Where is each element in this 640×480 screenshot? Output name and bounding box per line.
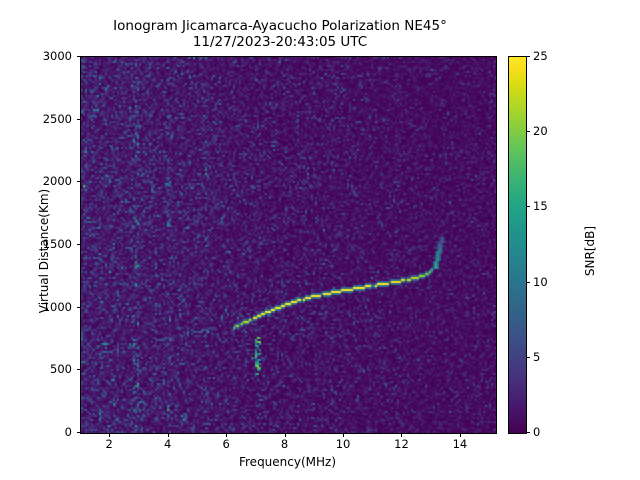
colorbar-tick-mark: [526, 281, 530, 283]
x-tick-mark: [284, 433, 286, 437]
colorbar-label: SNR[dB]: [583, 225, 597, 277]
x-tick-label: 4: [164, 437, 172, 451]
colorbar-tick-mark: [526, 432, 530, 433]
colorbar: [508, 56, 527, 434]
y-tick-mark: [77, 244, 81, 245]
y-tick-mark: [77, 56, 81, 57]
colorbar-tick-label: 20: [533, 124, 548, 139]
x-tick-mark: [109, 433, 111, 437]
plot-area: [80, 56, 497, 434]
y-tick-label: 1500: [42, 237, 72, 251]
page-title: Ionogram Jicamarca-Ayacucho Polarization…: [113, 18, 447, 50]
colorbar-tick-label: 10: [533, 274, 548, 289]
x-tick-mark: [459, 433, 461, 437]
colorbar-tick-mark: [526, 56, 530, 57]
colorbar-tick-label: 0: [533, 425, 541, 439]
y-tick-label: 1000: [42, 299, 72, 314]
y-tick-mark: [77, 306, 81, 308]
y-tick-mark: [77, 369, 81, 371]
y-tick-mark: [77, 181, 81, 183]
x-tick-mark: [401, 433, 403, 437]
colorbar-tick-mark: [526, 356, 530, 358]
x-tick-label: 8: [280, 437, 289, 451]
y-tick-label: 3000: [42, 49, 72, 63]
x-axis-label: Frequency(MHz): [238, 455, 337, 469]
x-tick-mark: [226, 433, 228, 437]
colorbar-tick-mark: [526, 131, 530, 133]
x-tick-label: 12: [394, 437, 409, 451]
colorbar-tick-label: 25: [533, 49, 548, 63]
colorbar-tick-label: 5: [533, 349, 541, 364]
colorbar-tick-mark: [526, 206, 530, 208]
x-tick-label: 14: [452, 437, 468, 451]
y-tick-mark: [77, 432, 81, 433]
colorbar-gradient-canvas: [509, 57, 526, 433]
x-tick-label: 6: [222, 437, 230, 451]
y-tick-label: 0: [64, 425, 72, 439]
x-tick-label: 2: [105, 437, 113, 451]
y-tick-label: 500: [50, 362, 72, 377]
colorbar-tick-label: 15: [533, 199, 548, 214]
y-tick-label: 2500: [42, 111, 72, 126]
x-tick-mark: [343, 433, 345, 437]
x-tick-mark: [167, 433, 169, 437]
y-axis-label: Virtual Distance(Km): [37, 188, 51, 314]
ionogram-heatmap-canvas: [81, 57, 496, 433]
y-tick-label: 2000: [42, 174, 72, 189]
x-tick-label: 10: [335, 437, 351, 451]
y-tick-mark: [77, 118, 81, 120]
